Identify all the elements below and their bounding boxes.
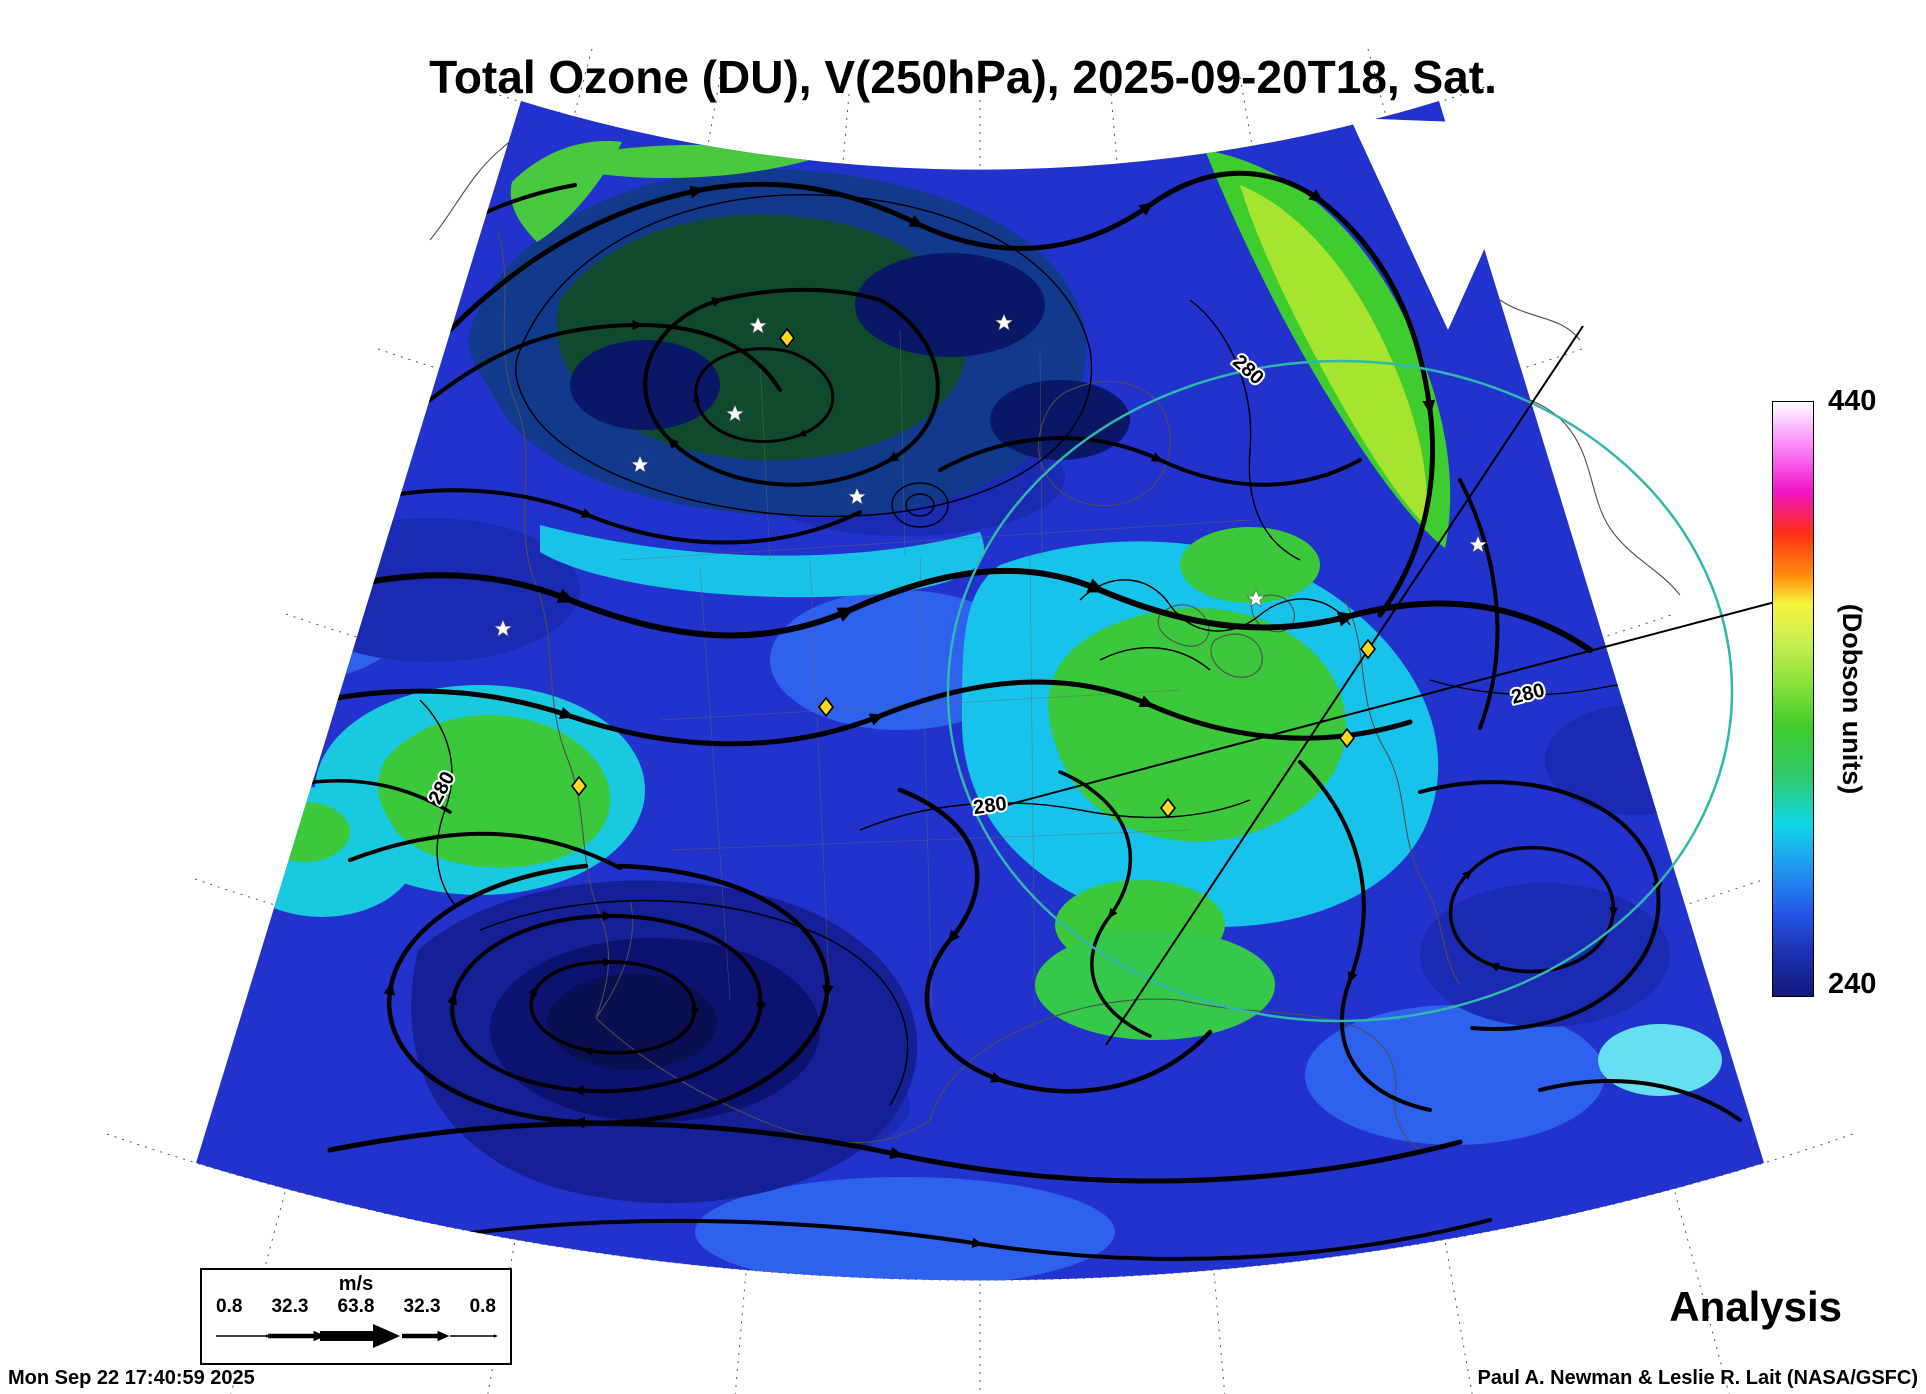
ozone-region [260, 802, 350, 862]
contour-line [891, 482, 949, 528]
timestamp-footer: Mon Sep 22 17:40:59 2025 [8, 1367, 255, 1389]
wind-legend-units: m/s [338, 1273, 374, 1295]
ozone-region [1180, 527, 1320, 603]
ozone-region [1035, 930, 1275, 1040]
streamline [897, 787, 1213, 1094]
state-border [699, 566, 731, 1001]
streamline [1538, 1079, 1742, 1122]
state-border [1029, 555, 1036, 1011]
streamline [1298, 760, 1432, 1112]
wind-legend-value: 32.3 [271, 1296, 309, 1317]
streamline-layer [237, 170, 1742, 1261]
streamline [1418, 780, 1663, 1031]
satellite-track-layer [946, 325, 1791, 1046]
coastline [1179, 999, 1421, 1151]
state-border [619, 519, 1251, 561]
streamline [1448, 846, 1619, 974]
contour-line [859, 799, 1251, 831]
wind-legend-value: 32.3 [403, 1296, 441, 1317]
contour-line [1099, 646, 1211, 671]
ozone-region [990, 380, 1130, 460]
ozone-region [855, 253, 1045, 357]
contour-label: 280 [972, 793, 1008, 819]
streamline [1058, 770, 1152, 1038]
streamline [447, 170, 1436, 618]
ozone-region [510, 141, 622, 242]
wind-legend-value: 0.8 [216, 1296, 243, 1317]
ground-track-line [987, 597, 1791, 811]
streamline [327, 1121, 1463, 1184]
data-void-notch [1350, 118, 1540, 330]
ozone-field-layer [196, 101, 1764, 1281]
streamline [1458, 478, 1500, 730]
state-border [919, 555, 933, 1009]
coastline [1499, 299, 1581, 341]
satellite-view-circle [946, 359, 1734, 1023]
coastline [1210, 633, 1263, 678]
state-border [669, 829, 1191, 851]
coastline [1344, 599, 1461, 986]
wind-speed-arrows [216, 1324, 498, 1348]
ground-track-line [1105, 325, 1584, 1046]
streamline [643, 287, 940, 487]
ozone-region [1545, 705, 1725, 815]
coastline-layer [497, 231, 1461, 1151]
streamline [348, 831, 622, 870]
wind-legend-values: 0.8 32.3 63.8 32.3 0.8 [202, 1296, 510, 1318]
ozone-region [1598, 1024, 1722, 1096]
wind-speed-legend: m/s 0.8 32.3 63.8 32.3 0.8 [200, 1268, 512, 1365]
ozone-region [378, 715, 611, 868]
colorbar-units-label: (Dobson units) [1837, 603, 1867, 795]
credit-footer: Paul A. Newman & Leslie R. Lait (NASA/GS… [1477, 1367, 1918, 1389]
wind-legend-value: 0.8 [469, 1296, 496, 1317]
analysis-label: Analysis [1669, 1283, 1842, 1330]
contour-line [479, 899, 909, 1106]
ozone-region [210, 648, 334, 752]
colorbar-gradient [1772, 401, 1814, 997]
streamline [692, 347, 835, 443]
state-border [809, 559, 831, 1006]
coastline [929, 998, 1181, 1121]
contour-line [905, 493, 935, 517]
ozone-region [1305, 1005, 1605, 1145]
streamline [237, 679, 1413, 747]
colorbar-min-tick: 240 [1828, 968, 1877, 1000]
streamline [938, 436, 1362, 487]
colorbar-max-tick: 440 [1828, 385, 1877, 417]
wind-legend-value: 63.8 [337, 1296, 375, 1317]
plot-title: Total Ozone (DU), V(250hPa), 2025-09-20T… [429, 51, 1497, 103]
streamline [247, 567, 1593, 653]
streamline [418, 1218, 1492, 1261]
